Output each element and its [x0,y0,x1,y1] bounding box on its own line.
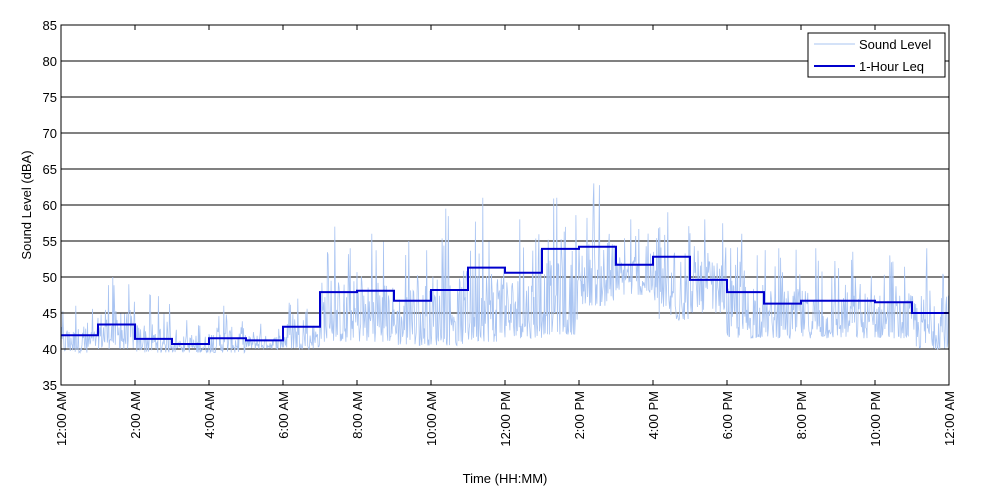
x-tick-label: 2:00 PM [572,391,587,439]
x-tick-label: 8:00 PM [794,391,809,439]
legend-box [807,32,946,78]
y-tick-label: 75 [43,90,57,105]
leq-step-line [61,245,949,345]
legend-label-leq: 1-Hour Leq [859,59,924,74]
x-tick-label: 4:00 PM [646,391,661,439]
x-tick-label: 6:00 PM [720,391,735,439]
legend: Sound Level 1-Hour Leq [807,32,946,78]
x-tick-label: 10:00 AM [424,391,439,446]
grid-lines [61,60,949,350]
x-tick-label: 2:00 AM [128,391,143,439]
y-tick-label: 50 [43,270,57,285]
x-tick-label: 4:00 AM [202,391,217,439]
y-tick-label: 55 [43,234,57,249]
y-tick-label: 45 [43,306,57,321]
y-tick-label: 40 [43,342,57,357]
x-axis: 12:00 AM 2:00 AM 4:00 AM 6:00 AM 8:00 AM 10:0… [54,25,957,447]
y-tick-label: 35 [43,378,57,393]
x-axis-label: Time (HH:MM) [463,471,548,486]
y-tick-label: 60 [43,198,57,213]
legend-label-sound-level: Sound Level [859,37,931,52]
y-tick-label: 85 [43,18,57,33]
y-tick-label: 70 [43,126,57,141]
x-tick-label: 12:00 AM [942,391,957,446]
x-tick-label: 12:00 AM [54,391,69,446]
leq-series [61,245,949,345]
x-tick-label: 12:00 PM [498,391,513,447]
x-tick-label: 10:00 PM [868,391,883,447]
y-axis-label: Sound Level (dBA) [19,150,34,259]
y-tick-label: 80 [43,54,57,69]
x-tick-label: 8:00 AM [350,391,365,439]
y-axis: 35 40 45 50 55 60 65 70 75 80 85 [43,18,949,393]
x-tick-label: 6:00 AM [276,391,291,439]
y-tick-label: 65 [43,162,57,177]
